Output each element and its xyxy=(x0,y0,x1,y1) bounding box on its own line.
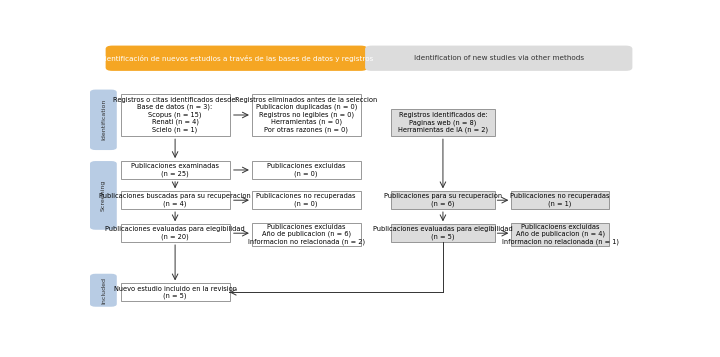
Text: Publicaciones buscadas para su recuperacion
(n = 4): Publicaciones buscadas para su recuperac… xyxy=(99,193,251,207)
Text: Publicaciones evaluadas para elegibilidad
(n = 20): Publicaciones evaluadas para elegibilida… xyxy=(105,226,245,240)
Text: Included: Included xyxy=(101,277,106,304)
Text: Publicaciones examinadas
(n = 25): Publicaciones examinadas (n = 25) xyxy=(131,163,219,177)
Text: Identification of new studies via other methods: Identification of new studies via other … xyxy=(414,55,584,61)
Text: Nuevo estudio incluido en la revision
(n = 5): Nuevo estudio incluido en la revision (n… xyxy=(114,286,237,299)
Text: Publicaciones no recuperadas
(n = 1): Publicaciones no recuperadas (n = 1) xyxy=(510,193,610,207)
Text: Registros eliminados antes de la seleccion
Publicacion duplicadas (n = 0)
Regist: Registros eliminados antes de la selecci… xyxy=(235,97,377,133)
Text: Publicaciones no recuperadas
(n = 0): Publicaciones no recuperadas (n = 0) xyxy=(256,193,356,207)
FancyBboxPatch shape xyxy=(511,191,609,209)
FancyBboxPatch shape xyxy=(90,90,117,150)
FancyBboxPatch shape xyxy=(392,224,495,242)
FancyBboxPatch shape xyxy=(121,191,230,209)
Text: Identification: Identification xyxy=(101,99,106,141)
FancyBboxPatch shape xyxy=(121,161,230,179)
FancyBboxPatch shape xyxy=(90,161,117,230)
Text: Publicaciones excluidas
Año de publicacion (n = 6)
Informacion no relacionada (n: Publicaciones excluidas Año de publicaci… xyxy=(248,224,365,245)
FancyBboxPatch shape xyxy=(365,46,632,71)
Text: Publicaciones excluidas
(n = 0): Publicaciones excluidas (n = 0) xyxy=(267,163,346,177)
FancyBboxPatch shape xyxy=(392,109,495,136)
FancyBboxPatch shape xyxy=(90,274,117,307)
Text: Publicaciones evaluadas para elegibilidad
(n = 5): Publicaciones evaluadas para elegibilida… xyxy=(373,226,513,240)
FancyBboxPatch shape xyxy=(121,224,230,242)
FancyBboxPatch shape xyxy=(106,46,367,71)
Text: Registros o citas identificados desde:
Base de datos (n = 3):
Scopus (n = 15)
Re: Registros o citas identificados desde: B… xyxy=(113,97,238,133)
Text: Publicacioens excluidas
Año de publicacion (n = 4)
Informacion no relacionada (n: Publicacioens excluidas Año de publicaci… xyxy=(502,224,618,245)
FancyBboxPatch shape xyxy=(252,161,361,179)
FancyBboxPatch shape xyxy=(511,223,609,246)
FancyBboxPatch shape xyxy=(392,191,495,209)
Text: Publicaciones para su recuperacion
(n = 6): Publicaciones para su recuperacion (n = … xyxy=(384,193,502,207)
FancyBboxPatch shape xyxy=(252,223,361,246)
Text: Registros identificados de:
Paginas web (n = 8)
Herramientas de IA (n = 2): Registros identificados de: Paginas web … xyxy=(398,112,488,133)
FancyBboxPatch shape xyxy=(121,94,230,136)
FancyBboxPatch shape xyxy=(121,283,230,301)
FancyBboxPatch shape xyxy=(252,94,361,136)
Text: Identificación de nuevos estudios a través de las bases de datos y registros: Identificación de nuevos estudios a trav… xyxy=(99,55,373,62)
FancyBboxPatch shape xyxy=(252,191,361,209)
Text: Screening: Screening xyxy=(101,180,106,211)
